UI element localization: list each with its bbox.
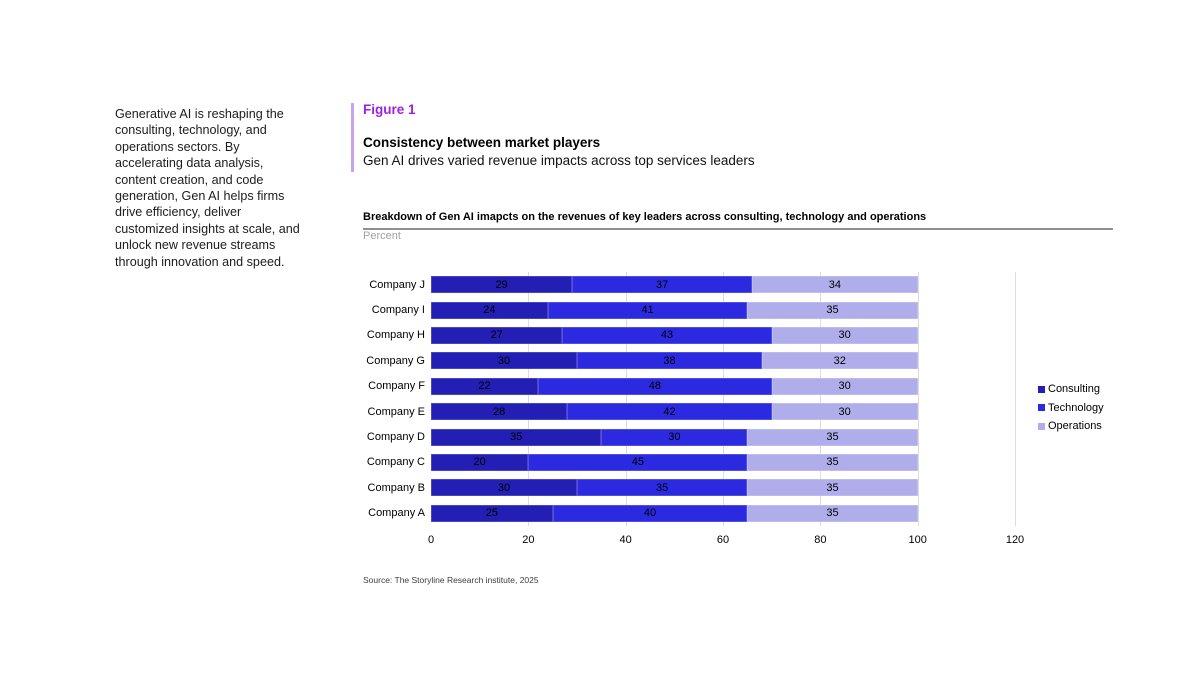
chart-row: Company E 28 42 30 xyxy=(363,399,1015,424)
bar-segment-technology: 45 xyxy=(528,453,748,471)
category-label: Company B xyxy=(367,481,425,494)
legend-label: Consulting xyxy=(1048,383,1100,396)
bar-segment-operations: 32 xyxy=(761,352,918,370)
gridline-20 xyxy=(528,272,530,526)
category-label: Company G xyxy=(366,354,425,367)
bar-segment-operations: 35 xyxy=(747,504,918,522)
bar-track: 29 37 34 xyxy=(431,276,1015,294)
gridline-80 xyxy=(820,272,822,526)
legend-marker-icon xyxy=(1038,404,1045,412)
chart-row: Company A 25 40 35 xyxy=(363,501,1015,526)
bar-segment-consulting: 20 xyxy=(431,453,529,471)
x-tick-label: 120 xyxy=(1005,534,1025,546)
legend-item-technology: Technology xyxy=(1038,399,1104,418)
category-label: Company F xyxy=(368,380,425,393)
bar-segment-technology: 38 xyxy=(577,352,762,370)
bar-segment-consulting: 29 xyxy=(431,276,573,294)
gridline-40 xyxy=(625,272,627,526)
x-tick-label: 80 xyxy=(814,534,827,546)
category-label: Company J xyxy=(369,278,425,291)
bar-segment-operations: 30 xyxy=(771,377,918,395)
gridline-60 xyxy=(723,272,724,526)
chart-row: Company F 22 48 30 xyxy=(363,374,1015,399)
bar-segment-consulting: 28 xyxy=(431,403,568,421)
bar-segment-consulting: 30 xyxy=(431,352,577,370)
chart-row: Company J 29 37 34 xyxy=(363,272,1015,297)
bar-segment-consulting: 27 xyxy=(431,326,563,344)
legend-label: Technology xyxy=(1048,401,1104,414)
x-tick-label: 40 xyxy=(619,534,632,546)
bar-segment-operations: 35 xyxy=(747,453,918,471)
legend-marker-icon xyxy=(1038,385,1045,393)
bar-segment-technology: 30 xyxy=(601,428,748,446)
x-tick-label: 100 xyxy=(908,534,927,546)
bar-segment-technology: 35 xyxy=(577,479,748,497)
bar-segment-consulting: 30 xyxy=(431,479,577,497)
bar-track: 28 42 30 xyxy=(431,403,1015,421)
legend-item-operations: Operations xyxy=(1038,417,1104,436)
chart-row: Company I 24 41 35 xyxy=(363,297,1015,322)
chart-row: Company H 27 43 30 xyxy=(363,323,1015,348)
chart-row: Company D 35 30 35 xyxy=(363,424,1015,449)
bar-segment-consulting: 24 xyxy=(431,301,548,319)
bar-segment-consulting: 22 xyxy=(431,377,539,395)
chart-row: Company C 20 45 35 xyxy=(363,450,1015,475)
intro-paragraph: Generative AI is reshaping the consultin… xyxy=(115,107,300,269)
chart-legend: Consulting Technology Operations xyxy=(1038,380,1104,436)
bar-segment-technology: 48 xyxy=(538,377,772,395)
bar-track: 22 48 30 xyxy=(431,377,1015,395)
bar-track: 24 41 35 xyxy=(431,301,1015,319)
source-note: Source: The Storyline Research institute… xyxy=(363,575,539,585)
chart-row: Company B 30 35 35 xyxy=(363,475,1015,500)
category-label: Company H xyxy=(366,329,425,342)
figure-accent-bar xyxy=(351,103,354,172)
bar-track: 30 38 32 xyxy=(431,352,1015,370)
bar-segment-operations: 30 xyxy=(771,326,918,344)
bar-segment-operations: 30 xyxy=(771,403,918,421)
figure-subtitle: Gen AI drives varied revenue impacts acr… xyxy=(363,153,755,168)
bar-track: 30 35 35 xyxy=(431,479,1015,497)
chart-title: Breakdown of Gen AI imapcts on the reven… xyxy=(363,211,1113,230)
gridline-100 xyxy=(917,272,919,526)
bar-segment-technology: 41 xyxy=(547,301,748,319)
x-tick-label: 60 xyxy=(716,534,730,546)
category-label: Company C xyxy=(366,456,425,469)
bar-segment-operations: 35 xyxy=(747,428,918,446)
bar-track: 35 30 35 xyxy=(431,428,1015,446)
bar-track: 20 45 35 xyxy=(431,453,1015,471)
bar-segment-technology: 42 xyxy=(567,403,772,421)
figure-label: Figure 1 xyxy=(363,102,416,117)
figure-title: Consistency between market players xyxy=(363,135,601,150)
bar-segment-operations: 34 xyxy=(752,276,918,294)
bar-track: 25 40 35 xyxy=(431,504,1015,522)
legend-item-consulting: Consulting xyxy=(1038,380,1104,399)
bar-segment-operations: 35 xyxy=(747,301,918,319)
category-label: Company A xyxy=(368,507,425,520)
bar-segment-operations: 35 xyxy=(747,479,918,497)
category-label: Company I xyxy=(371,304,425,317)
category-label: Company E xyxy=(367,405,425,418)
x-tick-label: 20 xyxy=(522,534,535,546)
x-tick-label: 0 xyxy=(427,534,435,546)
chart-row: Company G 30 38 32 xyxy=(363,348,1015,373)
legend-label: Operations xyxy=(1048,420,1102,433)
bar-segment-consulting: 25 xyxy=(431,504,553,522)
bar-track: 27 43 30 xyxy=(431,326,1015,344)
bar-segment-technology: 37 xyxy=(572,276,753,294)
gridline-120 xyxy=(1015,272,1016,526)
legend-marker-icon xyxy=(1038,422,1045,430)
bar-segment-consulting: 35 xyxy=(431,428,602,446)
chart-unit-label: Percent xyxy=(363,230,401,242)
category-label: Company D xyxy=(366,431,425,444)
bar-segment-technology: 43 xyxy=(562,326,772,344)
bar-segment-technology: 40 xyxy=(552,504,748,522)
